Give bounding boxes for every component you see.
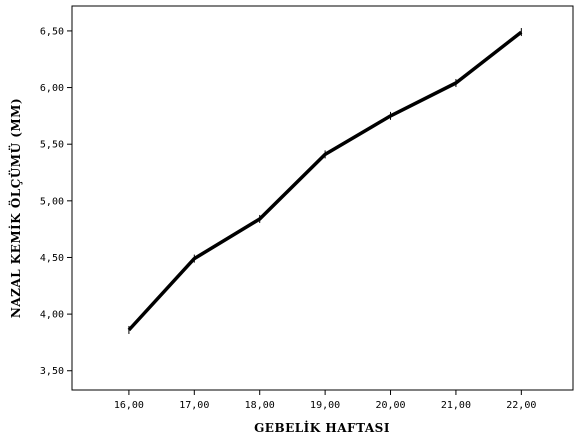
series-line: [127, 30, 523, 332]
plot-frame: [71, 5, 574, 391]
x-tick-label: 19,00: [310, 400, 340, 411]
series-layer: [127, 28, 523, 334]
x-tick-label: 20,00: [375, 400, 405, 411]
y-tick-label: 3,50: [40, 366, 64, 377]
y-tick-label: 5,50: [40, 140, 64, 151]
y-tick-label: 5,00: [40, 196, 64, 207]
y-tick-label: 6,00: [40, 83, 64, 94]
x-tick-label: 22,00: [506, 400, 536, 411]
x-tick-label: 18,00: [245, 400, 275, 411]
y-axis-title: NAZAL KEMİK ÖLÇÜMÜ (MM): [7, 98, 23, 318]
x-axis: 16,00 17,00 18,00 19,00 20,00 21,00 22,00: [114, 390, 536, 411]
y-tick-label: 4,50: [40, 253, 64, 264]
y-tick-label: 4,00: [40, 310, 64, 321]
x-tick-label: 21,00: [441, 400, 471, 411]
y-tick-label: 6,50: [40, 26, 64, 37]
y-axis: 3,50 4,00 4,50 5,00 5,50 6,00 6,50: [40, 26, 72, 377]
x-tick-label: 17,00: [179, 400, 209, 411]
x-axis-title: GEBELİK HAFTASI: [254, 420, 390, 435]
x-tick-label: 16,00: [114, 400, 144, 411]
